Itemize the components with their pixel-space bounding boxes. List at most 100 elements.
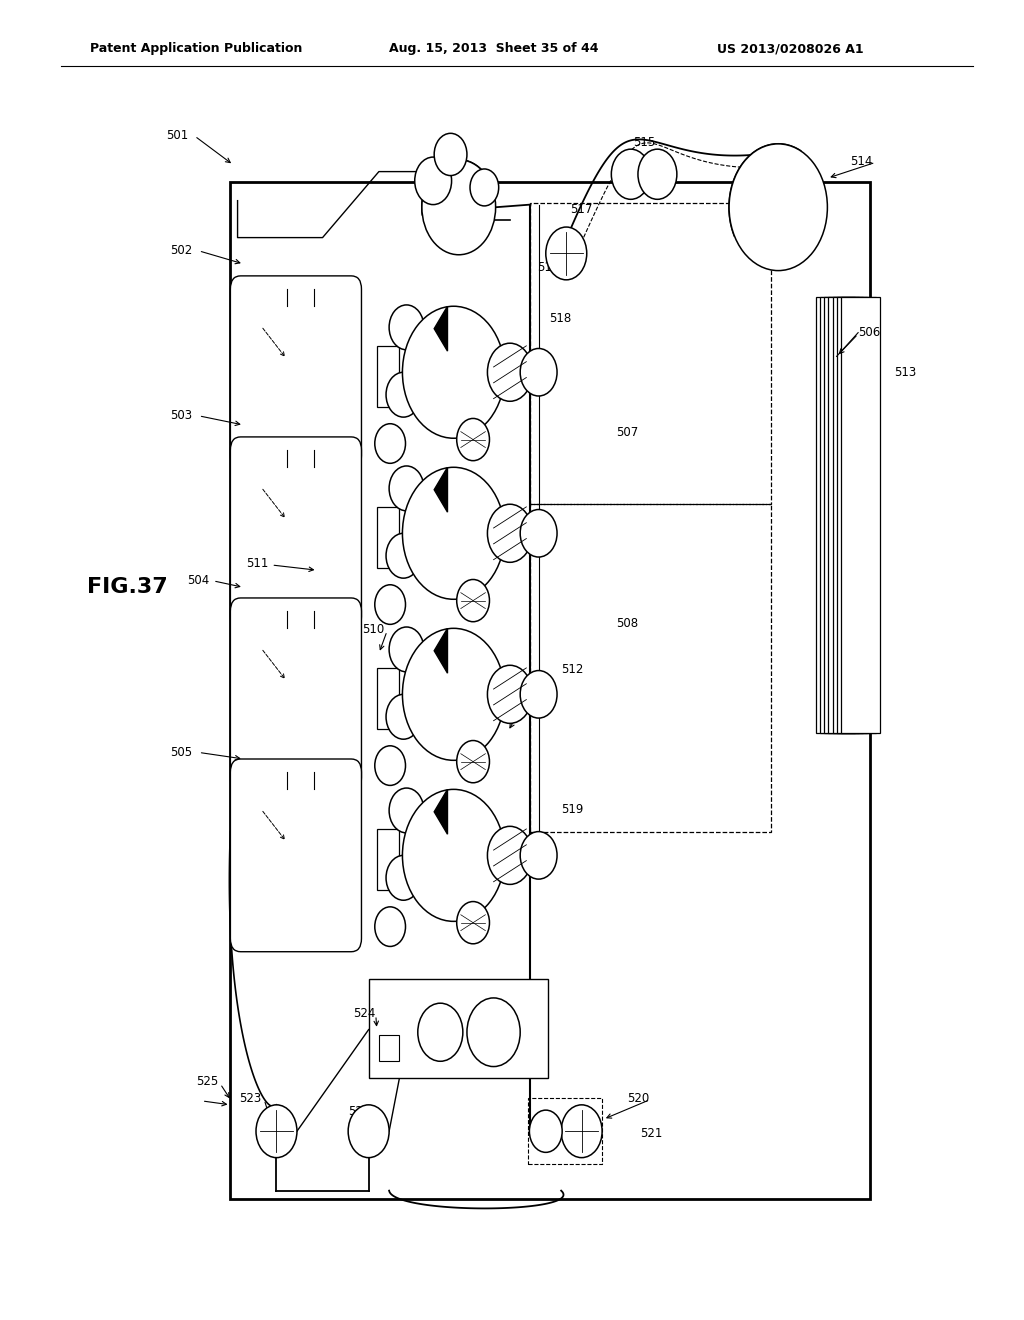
Circle shape — [520, 671, 557, 718]
Text: 518: 518 — [549, 312, 571, 325]
Circle shape — [487, 343, 532, 401]
Polygon shape — [434, 628, 447, 673]
Circle shape — [520, 510, 557, 557]
Bar — [837, 297, 876, 733]
Bar — [833, 297, 871, 733]
Text: 502: 502 — [170, 244, 193, 257]
Circle shape — [375, 746, 406, 785]
Bar — [530, 504, 771, 832]
Bar — [828, 297, 867, 733]
Text: 519: 519 — [561, 803, 584, 816]
FancyBboxPatch shape — [230, 437, 361, 630]
Text: 525: 525 — [197, 1074, 219, 1088]
Circle shape — [467, 998, 520, 1067]
Text: US 2013/0208026 A1: US 2013/0208026 A1 — [717, 42, 863, 55]
Text: 509: 509 — [496, 706, 518, 719]
Bar — [820, 297, 859, 733]
Text: 511: 511 — [246, 557, 268, 570]
Bar — [369, 979, 548, 1078]
Text: 514: 514 — [850, 154, 872, 168]
Circle shape — [487, 665, 532, 723]
Text: 508: 508 — [616, 616, 639, 630]
Circle shape — [611, 149, 650, 199]
Text: 518: 518 — [537, 261, 559, 275]
Text: +: + — [385, 372, 391, 380]
FancyBboxPatch shape — [230, 276, 361, 469]
Circle shape — [529, 1110, 562, 1152]
Circle shape — [386, 372, 421, 417]
Circle shape — [402, 789, 505, 921]
Circle shape — [520, 832, 557, 879]
Circle shape — [457, 902, 489, 944]
Text: 515: 515 — [633, 136, 655, 149]
Polygon shape — [434, 789, 447, 834]
Text: 520: 520 — [627, 1092, 649, 1105]
Text: FIG.37: FIG.37 — [87, 577, 168, 598]
Text: 522: 522 — [348, 1105, 371, 1118]
Bar — [377, 829, 399, 890]
Text: M: M — [447, 527, 460, 540]
Text: Patent Application Publication: Patent Application Publication — [90, 42, 302, 55]
Text: 506: 506 — [858, 326, 881, 339]
Circle shape — [402, 467, 505, 599]
Text: 521: 521 — [640, 1127, 663, 1140]
Circle shape — [487, 826, 532, 884]
Text: 503: 503 — [170, 409, 193, 422]
Text: 512: 512 — [561, 663, 584, 676]
Circle shape — [457, 579, 489, 622]
FancyBboxPatch shape — [230, 759, 361, 952]
Bar — [824, 297, 863, 733]
Text: +: + — [385, 855, 391, 863]
Text: 517: 517 — [570, 203, 593, 216]
Circle shape — [389, 627, 424, 672]
Circle shape — [389, 466, 424, 511]
Circle shape — [375, 585, 406, 624]
Text: 516: 516 — [425, 223, 447, 236]
Text: +: + — [385, 533, 391, 541]
Circle shape — [389, 305, 424, 350]
Circle shape — [415, 157, 452, 205]
Circle shape — [434, 133, 467, 176]
Circle shape — [520, 348, 557, 396]
Circle shape — [418, 1003, 463, 1061]
Bar — [377, 507, 399, 568]
Bar — [377, 668, 399, 729]
Text: +: + — [385, 694, 391, 702]
Circle shape — [375, 424, 406, 463]
Bar — [377, 346, 399, 407]
Circle shape — [348, 1105, 389, 1158]
Polygon shape — [434, 467, 447, 512]
Text: K: K — [450, 849, 458, 862]
Bar — [530, 203, 771, 504]
Circle shape — [487, 504, 532, 562]
Bar — [528, 1098, 602, 1164]
Circle shape — [375, 907, 406, 946]
Circle shape — [422, 160, 496, 255]
Text: 505: 505 — [170, 746, 193, 759]
Circle shape — [386, 533, 421, 578]
Text: 524: 524 — [353, 1007, 376, 1020]
Circle shape — [389, 788, 424, 833]
Text: Aug. 15, 2013  Sheet 35 of 44: Aug. 15, 2013 Sheet 35 of 44 — [389, 42, 599, 55]
Circle shape — [638, 149, 677, 199]
Circle shape — [402, 306, 505, 438]
Circle shape — [386, 855, 421, 900]
Circle shape — [729, 144, 827, 271]
Text: 504: 504 — [187, 574, 210, 587]
Circle shape — [386, 694, 421, 739]
Circle shape — [457, 741, 489, 783]
Text: 523: 523 — [240, 1092, 262, 1105]
Circle shape — [256, 1105, 297, 1158]
Text: 510: 510 — [362, 623, 385, 636]
Text: 501: 501 — [166, 129, 188, 143]
Bar — [230, 182, 870, 1199]
Bar — [841, 297, 880, 733]
Circle shape — [546, 227, 587, 280]
Circle shape — [402, 628, 505, 760]
Circle shape — [470, 169, 499, 206]
Circle shape — [457, 418, 489, 461]
FancyBboxPatch shape — [230, 598, 361, 791]
Bar — [379, 1035, 399, 1061]
Text: Y: Y — [450, 366, 458, 379]
Circle shape — [561, 1105, 602, 1158]
